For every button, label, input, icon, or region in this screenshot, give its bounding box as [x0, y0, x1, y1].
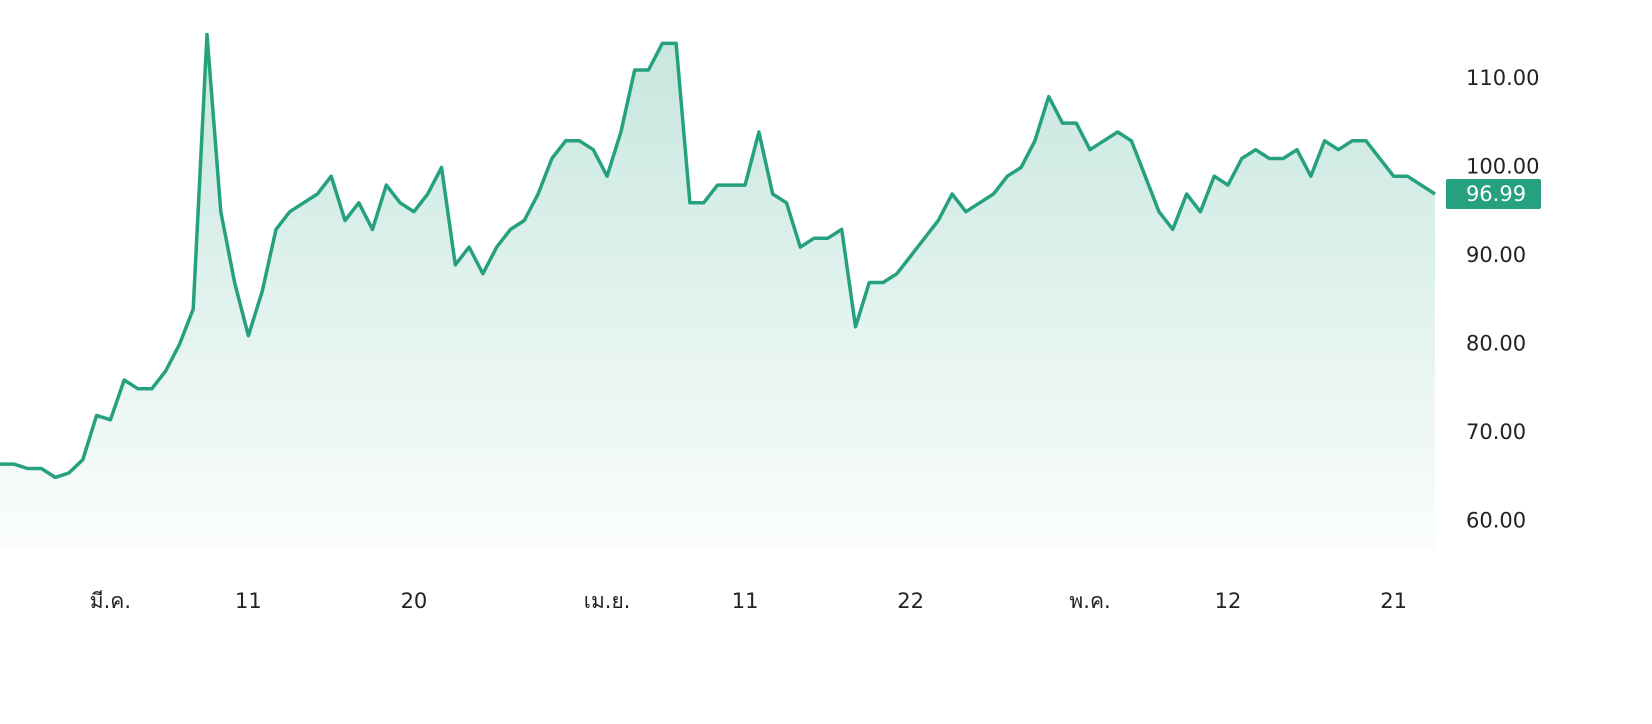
y-tick-label: 60.00 [1466, 509, 1526, 533]
area-fill [0, 34, 1435, 550]
y-tick-label: 90.00 [1466, 243, 1526, 267]
y-tick-label: 110.00 [1466, 66, 1539, 90]
x-tick-label: เม.ย. [584, 589, 631, 613]
last-value-label: 96.99 [1466, 182, 1526, 206]
x-tick-label: 11 [732, 589, 759, 613]
x-tick-label: พ.ค. [1069, 589, 1110, 613]
last-value-badge [1446, 179, 1541, 210]
price-line [0, 32, 1436, 480]
x-tick-label: 12 [1215, 589, 1242, 613]
x-tick-label: 11 [235, 589, 262, 613]
x-tick-label: มี.ค. [90, 589, 131, 613]
x-tick-label: 21 [1380, 589, 1407, 613]
y-tick-label: 80.00 [1466, 332, 1526, 356]
x-tick-label: 22 [897, 589, 924, 613]
y-tick-label: 70.00 [1466, 420, 1526, 444]
y-tick-label: 100.00 [1466, 154, 1539, 178]
x-tick-label: 20 [401, 589, 428, 613]
